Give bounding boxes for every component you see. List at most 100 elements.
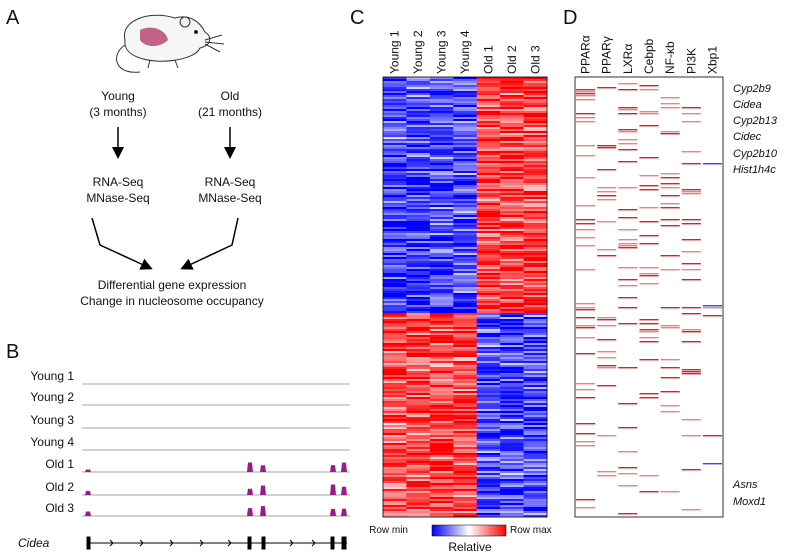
heatmap-cell [523, 447, 548, 450]
target-mark [660, 307, 680, 309]
target-mark [597, 249, 617, 251]
heatmap-cell [453, 223, 478, 226]
heatmap-cell [523, 381, 548, 384]
heatmap-cell [476, 467, 501, 470]
heatmap-cell [383, 267, 407, 270]
heatmap-cell [476, 105, 501, 108]
heatmap-cell [523, 129, 548, 132]
heatmap-cell [429, 215, 454, 218]
heatmap-cell [476, 253, 501, 256]
heatmap-cell [383, 387, 407, 390]
heatmap-cell [383, 383, 407, 386]
legend-max: Row max [510, 525, 552, 536]
heatmap-cell [429, 219, 454, 222]
heatmap-cell [523, 321, 548, 324]
heatmap-cell [429, 499, 454, 502]
heatmap-cell [476, 321, 501, 324]
heatmap-cell [453, 307, 478, 310]
heatmap-cell [523, 509, 548, 512]
heatmap-cell [500, 131, 524, 134]
heatmap-cell [383, 467, 407, 470]
heatmap-cell [406, 219, 431, 222]
heatmap-cell [453, 103, 478, 106]
heatmap-cell [523, 205, 548, 208]
target-mark [681, 307, 701, 309]
target-mark [639, 341, 659, 343]
heatmap-cell [383, 177, 407, 180]
heatmap-cell [429, 235, 454, 238]
heatmap-cell [406, 417, 431, 420]
heatmap-cell [500, 355, 524, 358]
heatmap-cell [523, 151, 548, 154]
target-mark [681, 151, 701, 153]
heatmap-cell [476, 191, 501, 194]
heatmap-cell [476, 145, 501, 148]
heatmap-cell [523, 153, 548, 156]
target-mark [618, 149, 638, 151]
heatmap-cell [476, 431, 501, 434]
heatmap-cell [383, 417, 407, 420]
heatmap-cell [523, 241, 548, 244]
heatmap-cell [500, 399, 524, 402]
heatmap-cell [429, 131, 454, 134]
signal-peak [85, 490, 91, 495]
target-mark [639, 273, 659, 275]
heatmap-cell [500, 91, 524, 94]
heatmap-cell [453, 459, 478, 462]
heatmap-cell [523, 273, 548, 276]
heatmap-cell [406, 305, 431, 308]
heatmap-cell [406, 501, 431, 504]
heatmap-cell [453, 361, 478, 364]
heatmap-cell [500, 315, 524, 318]
heatmap-cell [523, 291, 548, 294]
heatmap-cell [523, 493, 548, 496]
heatmap-cell [429, 137, 454, 140]
heatmap-cell [476, 481, 501, 484]
heatmap-cell [476, 487, 501, 490]
heatmap-cell [406, 145, 431, 148]
heatmap-cell [406, 375, 431, 378]
heatmap-cell [500, 205, 524, 208]
target-mark [576, 117, 596, 119]
heatmap-cell [406, 511, 431, 514]
heatmap-cell [429, 509, 454, 512]
heatmap-cell [500, 375, 524, 378]
young-label: Young [101, 89, 135, 103]
gene-label: Cidea [733, 99, 762, 111]
heatmap-cell [500, 359, 524, 362]
heatmap-cell [523, 123, 548, 126]
heatmap-cell [476, 267, 501, 270]
heatmap-cell [406, 191, 431, 194]
heatmap-cell [429, 475, 454, 478]
signal-peak [330, 465, 336, 472]
heatmap-cell [523, 99, 548, 102]
heatmap-cell [383, 263, 407, 266]
heatmap-cell [429, 283, 454, 286]
heatmap-cell [453, 291, 478, 294]
heatmap-cell [500, 179, 524, 182]
heatmap-cell [476, 317, 501, 320]
heatmap-cell [523, 473, 548, 476]
heatmap-cell [453, 303, 478, 306]
heatmap-cell [406, 87, 431, 90]
column-label: Young 1 [388, 30, 402, 74]
heatmap-cell [406, 265, 431, 268]
heatmap-cell [429, 177, 454, 180]
heatmap-cell [476, 329, 501, 332]
heatmap-cell [453, 471, 478, 474]
target-mark [660, 131, 680, 133]
heatmap-cell [429, 387, 454, 390]
heatmap-cell [500, 261, 524, 264]
target-mark [660, 411, 680, 413]
heatmap-cell [383, 423, 407, 426]
heatmap-cell [406, 391, 431, 394]
target-mark [681, 107, 701, 109]
heatmap-cell [476, 373, 501, 376]
heatmap-cell [500, 363, 524, 366]
heatmap-cell [383, 507, 407, 510]
heatmap-cell [476, 247, 501, 250]
heatmap-cell [429, 451, 454, 454]
heatmap-cell [406, 139, 431, 142]
heatmap-cell [476, 207, 501, 210]
